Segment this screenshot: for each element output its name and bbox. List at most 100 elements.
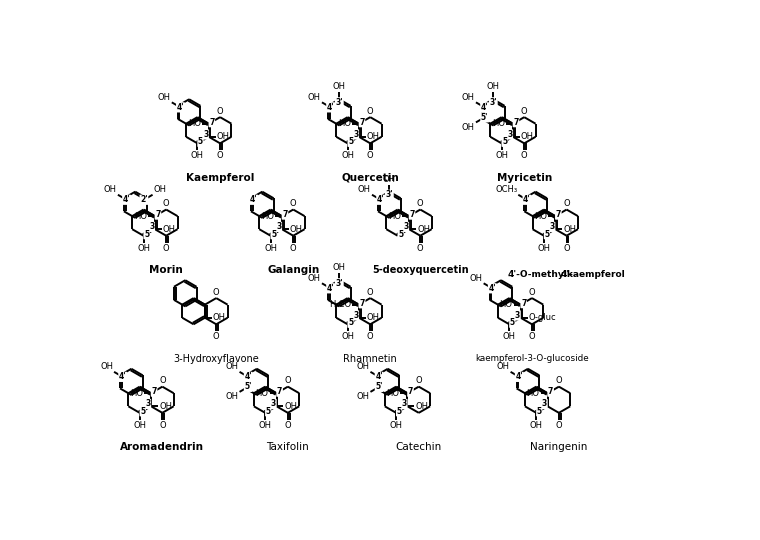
Text: 5: 5	[348, 137, 353, 146]
Text: OH: OH	[104, 185, 117, 194]
Text: OH: OH	[333, 263, 346, 272]
Text: HO: HO	[130, 389, 143, 397]
Text: O: O	[521, 106, 527, 116]
Text: 4': 4'	[245, 373, 252, 381]
Text: 4': 4'	[250, 195, 258, 204]
Text: 3: 3	[515, 311, 520, 320]
Text: 7: 7	[521, 299, 527, 308]
Text: 3: 3	[402, 400, 407, 408]
Text: HO: HO	[134, 212, 147, 221]
Text: HO: HO	[386, 389, 399, 397]
Text: OH: OH	[537, 244, 550, 253]
Text: kaempferol-3-O-glucoside: kaempferol-3-O-glucoside	[475, 354, 589, 363]
Text: OH: OH	[495, 151, 508, 160]
Text: 3': 3'	[489, 98, 497, 107]
Text: HO: HO	[261, 212, 274, 221]
Text: 5': 5'	[245, 382, 252, 392]
Text: 7: 7	[359, 299, 365, 308]
Text: 7: 7	[277, 387, 282, 396]
Text: 5: 5	[144, 230, 149, 239]
Text: OH: OH	[383, 174, 396, 184]
Text: OH: OH	[217, 132, 230, 141]
Text: O: O	[521, 151, 527, 160]
Text: O: O	[367, 151, 374, 160]
Text: OH: OH	[213, 313, 226, 322]
Text: 7: 7	[359, 299, 365, 308]
Text: OH: OH	[486, 82, 500, 91]
Text: 3: 3	[353, 311, 359, 320]
Text: 5: 5	[398, 230, 404, 239]
Text: 5: 5	[397, 407, 402, 416]
Text: Naringenin: Naringenin	[530, 442, 587, 452]
Text: OH: OH	[191, 151, 204, 160]
Text: 3: 3	[203, 130, 208, 139]
Text: 3: 3	[549, 222, 555, 231]
Text: 4': 4'	[123, 195, 131, 204]
Text: Catechin: Catechin	[396, 442, 442, 452]
Text: O: O	[529, 288, 535, 296]
Text: H₃CO: H₃CO	[329, 300, 351, 309]
Text: O: O	[217, 151, 223, 160]
Text: OH: OH	[284, 402, 298, 411]
Text: 4': 4'	[327, 103, 334, 112]
Text: 7: 7	[359, 118, 365, 127]
Text: OH: OH	[133, 421, 146, 430]
Text: 3: 3	[276, 222, 281, 231]
Text: HO: HO	[388, 212, 401, 221]
Text: OH: OH	[521, 132, 534, 141]
Text: 5: 5	[140, 407, 145, 416]
Text: Rhamnetin: Rhamnetin	[344, 354, 397, 363]
Text: OH: OH	[290, 225, 303, 234]
Text: O: O	[284, 421, 291, 430]
Text: 4': 4'	[375, 373, 383, 381]
Text: O: O	[563, 199, 570, 208]
Text: 5: 5	[198, 137, 203, 146]
Text: 2': 2'	[140, 195, 147, 204]
Text: OH: OH	[356, 393, 369, 401]
Text: 3': 3'	[335, 279, 343, 288]
Text: O: O	[213, 333, 220, 341]
Text: 5: 5	[266, 407, 271, 416]
Text: 7: 7	[155, 210, 160, 219]
Text: OH: OH	[341, 151, 354, 160]
Text: O: O	[284, 376, 291, 385]
Text: OH: OH	[258, 421, 271, 430]
Text: OH: OH	[333, 82, 346, 91]
Text: O: O	[367, 333, 374, 341]
Text: Morin: Morin	[149, 265, 183, 275]
Text: 4'-O-methylkaempferol: 4'-O-methylkaempferol	[508, 270, 625, 279]
Text: OH: OH	[308, 274, 321, 283]
Text: OH: OH	[100, 362, 113, 372]
Text: O: O	[556, 376, 562, 385]
Text: Galangin: Galangin	[267, 265, 319, 275]
Text: 4'-: 4'-	[560, 270, 573, 279]
Text: 7: 7	[151, 387, 157, 396]
Text: 7: 7	[513, 118, 518, 127]
Text: HO: HO	[338, 119, 351, 128]
Text: 7: 7	[209, 118, 214, 127]
Text: 5-deoxyquercetin: 5-deoxyquercetin	[372, 265, 469, 275]
Text: 5: 5	[502, 137, 507, 146]
Text: 4': 4'	[119, 373, 126, 381]
Text: 4': 4'	[523, 195, 530, 204]
Text: O: O	[556, 421, 562, 430]
Text: O: O	[159, 421, 166, 430]
Text: O: O	[417, 199, 423, 208]
Text: Kaempferol: Kaempferol	[186, 173, 255, 183]
Text: OH: OH	[163, 225, 176, 234]
Text: 4': 4'	[515, 373, 523, 381]
Text: 5: 5	[544, 230, 549, 239]
Text: O-gluc: O-gluc	[529, 313, 556, 322]
Text: OH: OH	[137, 244, 150, 253]
Text: OH: OH	[462, 123, 475, 132]
Text: HO: HO	[534, 212, 547, 221]
Text: OH: OH	[462, 93, 475, 102]
Text: OH: OH	[264, 244, 277, 253]
Text: OH: OH	[159, 402, 172, 411]
Text: OH: OH	[158, 93, 171, 102]
Text: OH: OH	[496, 362, 510, 372]
Text: 7: 7	[548, 387, 553, 396]
Text: Myricetin: Myricetin	[496, 173, 552, 183]
Text: HO: HO	[255, 389, 268, 397]
Text: OH: OH	[563, 225, 576, 234]
